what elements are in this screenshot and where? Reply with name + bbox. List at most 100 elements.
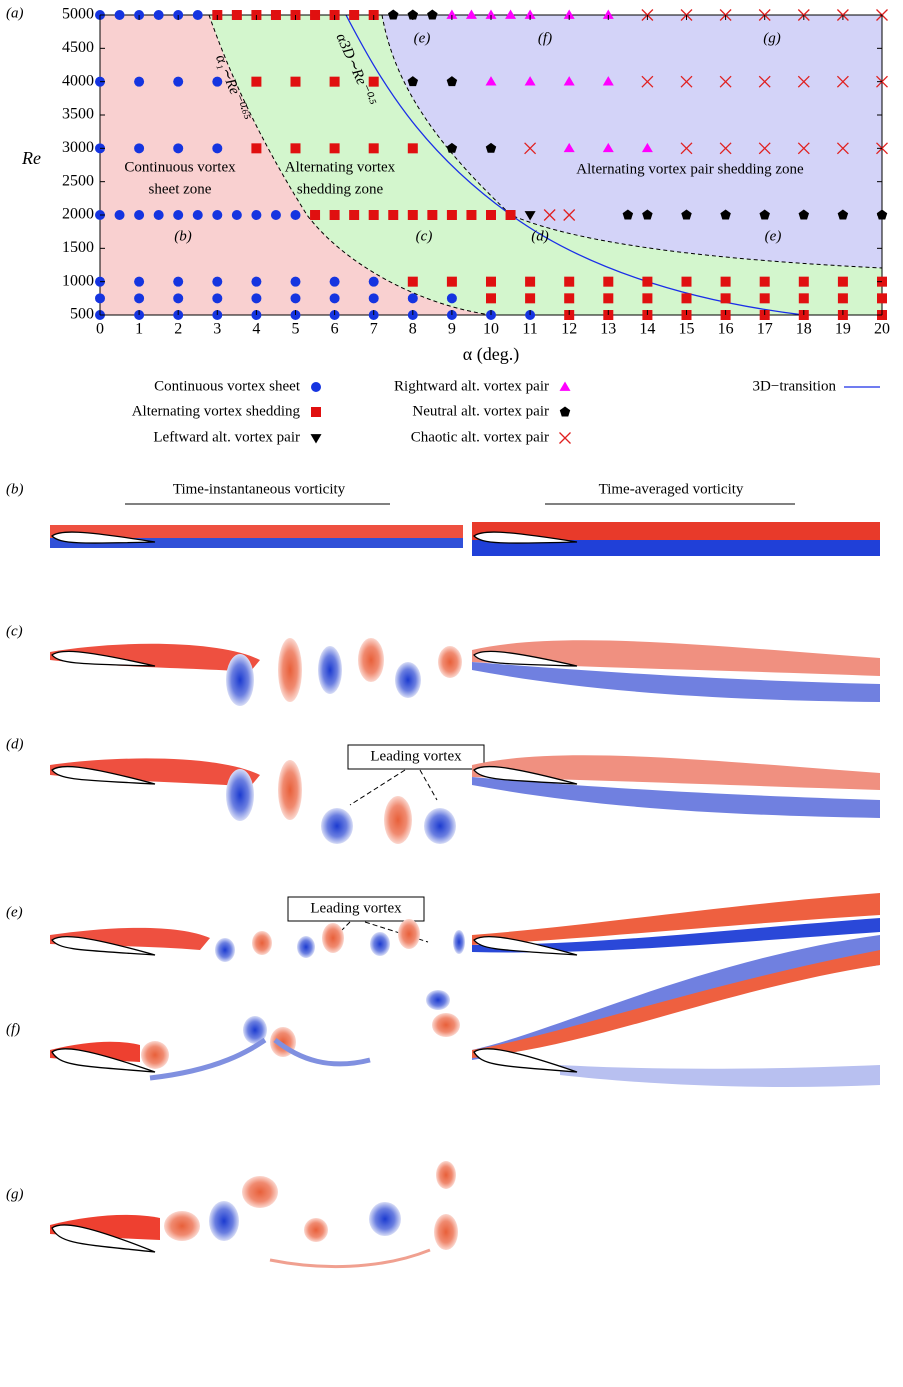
vortex [321,808,353,844]
marker [563,76,575,86]
x-tick-label: 20 [874,321,890,338]
marker [559,432,571,444]
panel-label: (f) [6,1021,20,1037]
x-tick-label: 4 [252,321,260,338]
x-tick-label: 8 [409,321,417,338]
marker [153,10,164,20]
y-axis-label: Re [21,148,41,168]
callout-box [347,744,485,770]
annotation: (e) [765,228,782,244]
vortex [278,760,302,820]
marker [642,209,653,220]
shear-layer [149,1037,371,1081]
marker [368,143,379,154]
marker [446,76,458,87]
callout-box [287,896,425,922]
marker [798,276,809,287]
wake-red [472,522,880,540]
marker [758,75,771,88]
y-tick-label: 2500 [62,172,94,189]
vortex [432,1013,460,1037]
marker [681,293,692,304]
x-tick-label: 5 [292,321,300,338]
marker [212,293,223,304]
marker [485,142,497,153]
marker [680,142,693,155]
column-title: Time-averaged vorticity [599,481,744,497]
marker [465,9,477,19]
flow-panels: (b) (c) (d) (e) (f) (g) Time-instantaneo… [6,481,880,1269]
y-tick-label: 4500 [62,39,94,56]
column-title: Time-instantaneous vorticity [173,481,346,497]
vortex [453,930,465,954]
marker [212,210,223,220]
wake-red [472,755,880,790]
marker [368,76,379,87]
x-tick-label: 11 [522,321,537,338]
x-tick-label: 6 [331,321,339,338]
marker [368,293,379,304]
panel-label: (d) [6,736,24,752]
annotation: shedding zone [297,181,384,197]
marker [290,210,301,220]
marker [485,76,497,86]
marker [486,293,496,304]
marker [368,276,379,287]
vortex [141,1041,169,1069]
x-tick-label: 3 [213,321,221,338]
annotation: Continuous vortex [124,159,236,175]
vortex [384,796,412,844]
panel-label: (g) [6,1186,24,1202]
panel-label: (e) [6,904,23,920]
marker [192,10,203,20]
marker [642,276,653,287]
marker [797,75,810,88]
marker [270,10,281,20]
vortex [398,919,420,949]
vortex [252,931,272,955]
marker [311,407,321,417]
marker [641,75,654,88]
marker [407,276,418,287]
vortex [243,1016,267,1044]
marker [720,209,731,220]
marker [524,9,536,19]
marker [563,209,576,221]
shear-layer [269,1248,431,1269]
marker [446,276,457,287]
marker [212,276,223,287]
annotation: sheet zone [149,181,212,197]
vortex [426,990,450,1010]
wake-red [50,525,463,538]
wake-blue [50,538,463,548]
legend-label: Continuous vortex sheet [154,378,301,394]
marker [134,293,145,304]
marker [564,276,575,287]
marker [525,293,536,304]
annotation: Alternating vortex [285,159,396,175]
marker [329,210,340,220]
x-tick-label: 9 [448,321,456,338]
marker [466,210,477,220]
annotation: (f) [538,30,552,46]
wake-blue [472,540,880,556]
y-tick-label: 4000 [62,72,94,89]
marker [134,143,145,154]
marker [407,76,419,87]
vortex [304,1218,328,1242]
airfoils [51,531,578,1253]
marker [759,276,770,287]
zone-pair [382,15,882,268]
legend-label: Leftward alt. vortex pair [153,429,300,445]
marker [427,9,438,20]
marker [251,76,262,87]
marker [563,9,575,19]
marker [505,210,516,220]
marker [173,76,184,87]
wake-red [472,893,880,945]
panel-label: (c) [6,623,23,639]
marker [602,76,614,86]
marker [368,210,379,220]
marker [251,143,262,154]
x-tick-label: 13 [600,321,616,338]
